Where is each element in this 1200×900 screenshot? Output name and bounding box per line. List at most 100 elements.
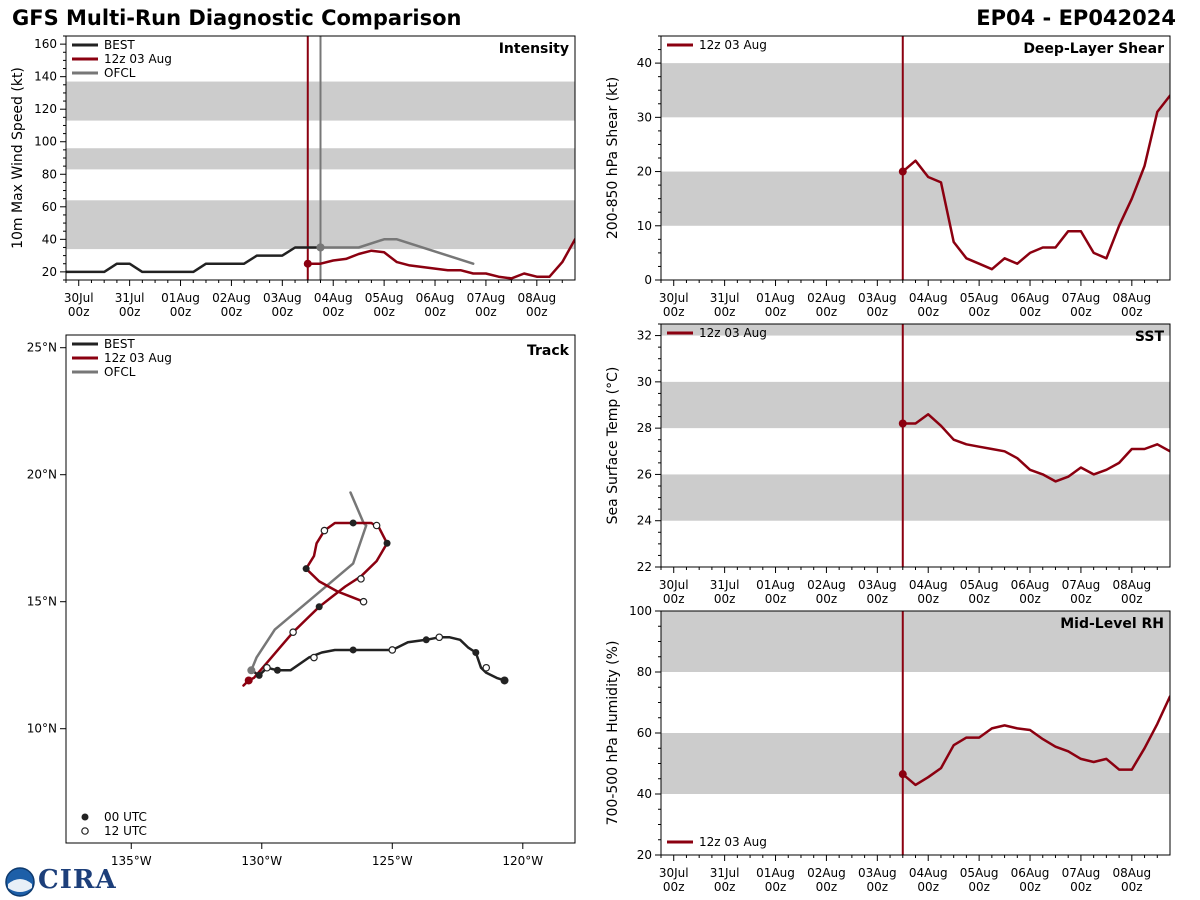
sst-x-tick-label: 31Jul [710,578,740,592]
intensity-x-tick-label: 06Aug [416,291,455,305]
rh-x-tick-sublabel: 00z [968,880,990,894]
shear-x-tick-sublabel: 00z [1019,305,1041,319]
sst-x-tick-sublabel: 00z [1070,592,1092,606]
intensity-x-tick-label: 02Aug [212,291,251,305]
track-best-00utc-point [255,671,263,679]
intensity-y-tick-label: 20 [42,265,57,279]
track-run-00utc-point [302,565,310,573]
track-x-tick-label: 125°W [372,854,413,868]
sst-x-tick-sublabel: 00z [765,592,787,606]
track-legend-00utc-marker [81,813,89,821]
sst-x-tick-sublabel: 00z [867,592,889,606]
intensity-ofcl-start-point [316,243,325,252]
rh-x-tick-sublabel: 00z [867,880,889,894]
rh-x-tick-sublabel: 00z [816,880,838,894]
rh-legend-label: 12z 03 Aug [699,835,767,849]
rh-x-tick-sublabel: 00z [1019,880,1041,894]
sst-y-tick-label: 26 [637,467,652,481]
track-x-tick-label: 120°W [502,854,543,868]
rh-x-tick-sublabel: 00z [714,880,736,894]
shear-y-tick-label: 10 [637,219,652,233]
sst-x-tick-label: 05Aug [960,578,999,592]
sst-y-tick-label: 30 [637,375,652,389]
rh-x-tick-sublabel: 00z [663,880,685,894]
track-run-12utc-point [320,526,329,535]
shear-x-tick-sublabel: 00z [663,305,685,319]
track-legend-00utc-label: 00 UTC [104,810,147,824]
sst-series-run [901,413,1170,483]
track-run-12utc-point [359,597,368,606]
rh-x-tick-sublabel: 00z [1070,880,1092,894]
track-run-00utc-point [315,603,323,611]
sst-x-tick-label: 08Aug [1112,578,1151,592]
cira-logo-text: CIRA [38,865,117,895]
sst-series-run-start-point [898,419,907,428]
rh-y-tick-label: 100 [629,604,652,618]
intensity-series-run [306,238,575,280]
rh-x-tick-label: 07Aug [1062,866,1101,880]
sst-y-axis-label: Sea Surface Temp (°C) [605,367,621,525]
shear-x-tick-sublabel: 00z [1070,305,1092,319]
track-background [66,335,575,843]
sst-x-tick-sublabel: 00z [663,592,685,606]
intensity-legend-label: BEST [104,38,135,52]
intensity-title: Intensity [499,41,569,57]
intensity-x-tick-label: 30Jul [64,291,94,305]
track-run-00utc-point [349,519,357,527]
shear-y-axis-label: 200-850 hPa Shear (kt) [605,77,621,239]
intensity-x-tick-sublabel: 00z [170,305,192,319]
intensity-x-tick-sublabel: 00z [526,305,548,319]
shear-x-tick-sublabel: 00z [765,305,787,319]
rh-title: Mid-Level RH [1060,616,1164,632]
sst-plot-area [661,324,1170,567]
sst-title: SST [1135,329,1165,345]
track-best-00utc-point [349,646,357,654]
shear-x-tick-sublabel: 00z [1121,305,1143,319]
track-title: Track [527,343,570,359]
page-title: GFS Multi-Run Diagnostic Comparison [12,6,462,30]
sst-frame [660,323,1171,568]
shear-x-tick-label: 02Aug [807,291,846,305]
rh-x-tick-label: 06Aug [1011,866,1050,880]
shear-threshold-band [661,171,1170,226]
track-best-12utc-point [310,653,318,662]
intensity-y-tick-label: 60 [42,200,57,214]
intensity-x-tick-sublabel: 00z [119,305,141,319]
intensity-y-tick-label: 40 [42,232,57,246]
shear-y-tick-label: 0 [644,273,652,287]
intensity-y-tick-label: 120 [34,102,57,116]
track-y-tick-label: 10°N [27,722,57,736]
sst-x-tick-sublabel: 00z [917,592,939,606]
track-run-12utc-point [289,628,297,636]
track-run-00utc-point [383,539,391,547]
intensity-y-tick-label: 80 [42,167,57,181]
track-best-12utc-point [482,663,491,672]
track-legend-label: BEST [104,337,135,351]
rh-x-tick-label: 08Aug [1112,866,1151,880]
sst-threshold-band [661,381,1170,429]
shear-x-tick-label: 05Aug [960,291,999,305]
rh-y-tick-label: 40 [637,787,652,801]
intensity-x-tick-sublabel: 00z [272,305,294,319]
track-x-tick-label: 135°W [111,854,152,868]
shear-title: Deep-Layer Shear [1023,41,1164,57]
sst-x-tick-label: 04Aug [909,578,948,592]
track-legend-label: 12z 03 Aug [104,351,172,365]
intensity-y-tick-label: 160 [34,37,57,51]
rh-y-tick-label: 80 [637,665,652,679]
intensity-legend-label: 12z 03 Aug [104,52,172,66]
track-run-start-point [244,676,253,685]
shear-threshold-band [661,63,1170,118]
track-legend-12utc-marker [81,827,89,835]
shear-x-tick-label: 06Aug [1011,291,1050,305]
intensity-plot-area [66,36,575,280]
track-legend-label: OFCL [104,365,136,379]
shear-y-tick-label: 20 [637,165,652,179]
sst-legend-label: 12z 03 Aug [699,326,767,340]
intensity-x-tick-sublabel: 00z [475,305,497,319]
track-frame [65,334,576,844]
track-legend-12utc-label: 12 UTC [104,824,147,838]
intensity-y-tick-label: 140 [34,70,57,84]
intensity-x-tick-label: 31Jul [115,291,145,305]
